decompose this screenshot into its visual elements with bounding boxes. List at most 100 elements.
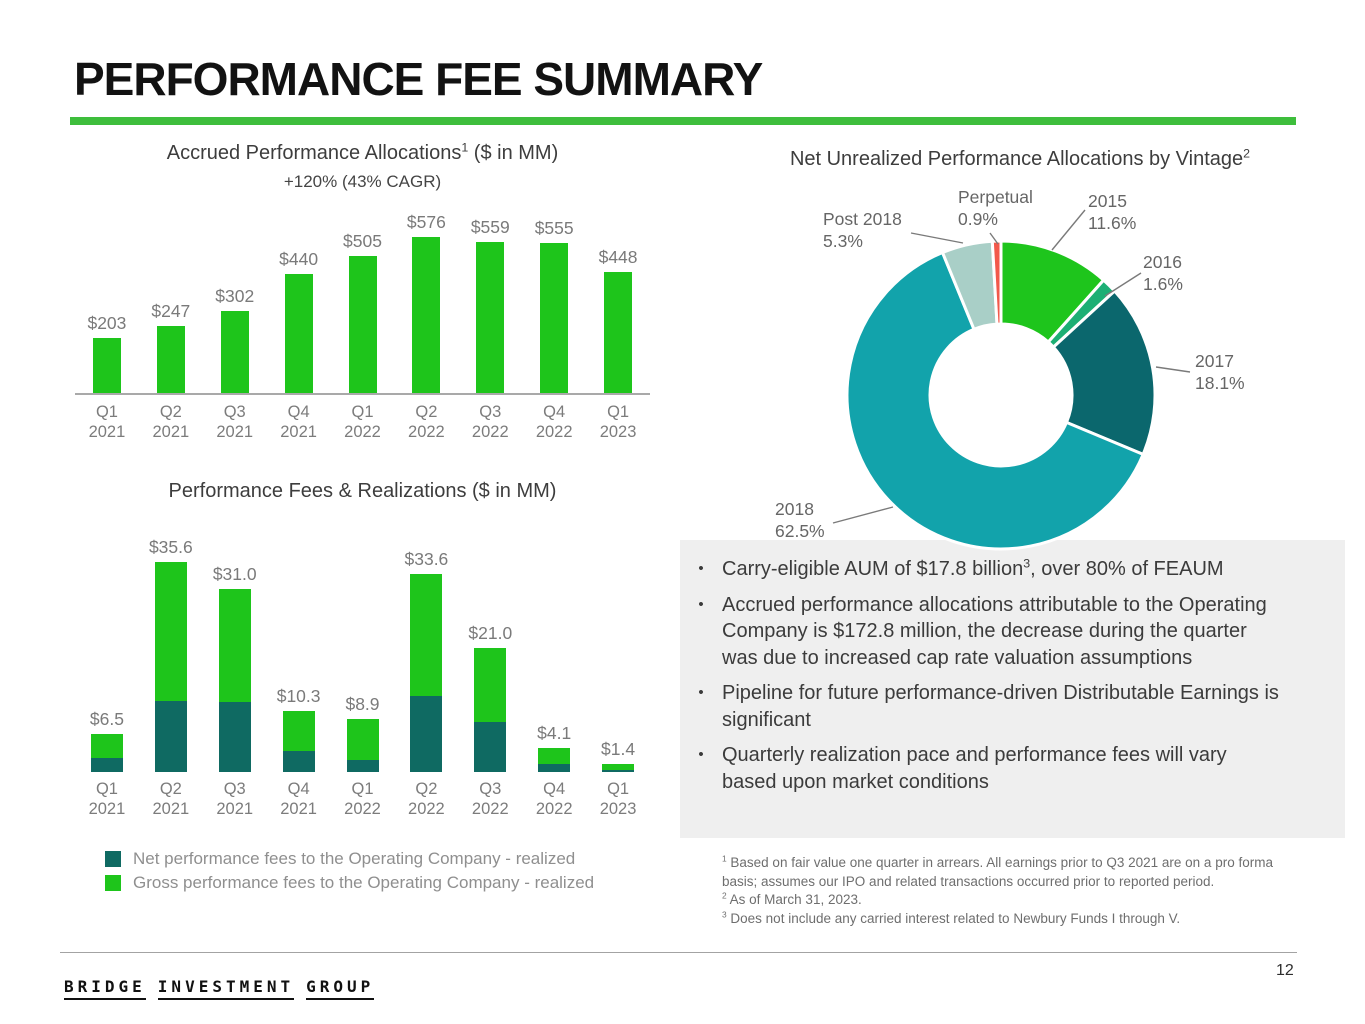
net-segment xyxy=(474,722,507,772)
donut-label-2015: 2015 11.6% xyxy=(1088,190,1136,234)
bar-column: $555 xyxy=(522,218,586,393)
accrued-bar xyxy=(220,311,249,393)
footnotes: 1 Based on fair value one quarter in arr… xyxy=(722,854,1300,928)
donut-label-2016: 2016 1.6% xyxy=(1143,251,1183,295)
category-label: Q3 2021 xyxy=(216,780,254,818)
fees-realizations-chart: Performance Fees & Realizations ($ in MM… xyxy=(75,478,650,897)
net-segment xyxy=(90,758,123,772)
bar-column: $247 xyxy=(139,301,203,393)
net-segment xyxy=(282,751,315,772)
bar-column: $33.6 xyxy=(394,549,458,772)
bar-value-label: $247 xyxy=(151,301,191,321)
bar-column: $35.6 xyxy=(139,537,203,772)
net-segment xyxy=(346,760,379,772)
superscript: 1 xyxy=(722,853,727,864)
key-points-panel xyxy=(680,540,1345,838)
category-label: Q2 2021 xyxy=(152,403,190,441)
bullet-text: Pipeline for future performance-driven D… xyxy=(722,682,1279,731)
category-label: Q3 2021 xyxy=(216,403,254,441)
donut-label-name: Post 2018 xyxy=(823,209,902,229)
donut-label-name: 2016 xyxy=(1143,252,1182,272)
category-label: Q4 2021 xyxy=(280,403,317,441)
accrued-bar xyxy=(412,237,441,393)
accrued-bar xyxy=(92,338,121,393)
bullet-list: • Carry-eligible AUM of $17.8 billion3, o… xyxy=(680,556,1325,804)
accrued-bar xyxy=(348,256,377,393)
gross-segment xyxy=(410,574,443,696)
bar-value-label: $35.6 xyxy=(148,537,193,557)
bar-value-label: $33.6 xyxy=(404,549,449,569)
bar-column: $8.9 xyxy=(331,694,395,772)
net-segment xyxy=(538,764,571,772)
superscript: 3 xyxy=(722,909,727,919)
logo-word: INVESTMENT xyxy=(157,977,295,1000)
bar-column: $302 xyxy=(203,286,267,393)
superscript: 1 xyxy=(461,140,469,155)
bullet-marker: • xyxy=(698,560,704,577)
gross-segment xyxy=(154,562,187,701)
bar-value-label: $4.1 xyxy=(537,723,572,743)
superscript: 2 xyxy=(722,890,727,901)
donut-plot xyxy=(845,239,1157,551)
legend-item: Net performance fees to the Operating Co… xyxy=(105,849,650,869)
accrued-bar xyxy=(284,274,313,393)
category-label: Q2 2022 xyxy=(408,403,445,441)
bar-value-label: $1.4 xyxy=(601,739,636,759)
donut-label-perpetual: Perpetual 0.9% xyxy=(958,186,1033,230)
category-label: Q2 2022 xyxy=(408,780,445,818)
category-label: Q1 2022 xyxy=(344,780,381,818)
bar-value-label: $440 xyxy=(279,249,319,269)
donut-label-2018: 2018 62.5% xyxy=(775,498,825,542)
bar-value-label: $505 xyxy=(343,231,382,251)
category-label: Q3 2022 xyxy=(471,780,509,818)
donut-label-post-2018: Post 2018 5.3% xyxy=(823,208,902,252)
gross-segment xyxy=(474,648,507,722)
bullet-item: • Pipeline for future performance-driven … xyxy=(680,680,1325,733)
bar-column: $10.3 xyxy=(267,686,331,772)
bar-value-label: $8.9 xyxy=(345,694,380,714)
gross-segment xyxy=(602,764,635,770)
chart-subtitle: +120% (43% CAGR) xyxy=(283,172,442,191)
bar-value-label: $203 xyxy=(87,313,127,333)
x-axis-labels: Q1 2021 Q2 2021 Q3 2021 Q4 2021 Q1 2022 Q2 2022 Q3 20… xyxy=(75,402,650,442)
bar-value-label: $6.5 xyxy=(89,709,124,729)
donut-slice-2017 xyxy=(1051,288,1157,457)
donut-label-pct: 62.5% xyxy=(775,521,825,541)
x-axis-labels: Q1 2021 Q2 2021 Q3 2021 Q4 2021 Q1 2022 Q2 2022 Q3 20… xyxy=(75,779,650,819)
legend-label: Net performance fees to the Operating Co… xyxy=(133,849,576,868)
bar-column: $31.0 xyxy=(203,564,267,772)
superscript: 3 xyxy=(1023,556,1031,571)
donut-label-name: Perpetual xyxy=(958,187,1033,207)
accrued-allocations-chart: Accrued Performance Allocations1 ($ in M… xyxy=(75,140,650,442)
gross-segment xyxy=(346,719,379,760)
bullet-item: • Accrued performance allocations attribu… xyxy=(680,592,1325,672)
bar-column: $440 xyxy=(267,249,331,393)
bullet-text: Quarterly realization pace and performan… xyxy=(722,744,1227,793)
legend-label: Gross performance fees to the Operating … xyxy=(133,873,595,892)
category-label: Q4 2022 xyxy=(535,403,573,441)
gross-segment xyxy=(282,711,315,751)
footnote-item: 1 Based on fair value one quarter in arr… xyxy=(722,853,1273,889)
bar-column: $505 xyxy=(331,231,395,393)
title-underline xyxy=(70,117,1296,125)
page-number: 12 xyxy=(1276,962,1294,979)
bar-value-label: $448 xyxy=(598,247,638,267)
chart-title: Accrued Performance Allocations1 ($ in M… xyxy=(166,140,559,164)
superscript: 2 xyxy=(1243,146,1251,161)
accrued-bar xyxy=(604,272,633,393)
bar-value-label: $10.3 xyxy=(276,686,321,706)
bar-column: $559 xyxy=(458,217,522,393)
stacked-bar-plot-area: $6.5 $35.6 $31.0 $10.3 $8.9 $33.6 $21.0 $4.1 $1.… xyxy=(75,526,650,772)
category-label: Q3 2022 xyxy=(471,403,509,441)
bar-column: $203 xyxy=(75,313,139,393)
legend-swatch xyxy=(105,851,121,867)
bar-column: $576 xyxy=(394,212,458,393)
page-title: PERFORMANCE FEE SUMMARY xyxy=(74,53,763,105)
bar-value-label: $21.0 xyxy=(468,623,513,643)
gross-segment xyxy=(218,589,251,702)
bar-value-label: $31.0 xyxy=(212,564,257,584)
brand-logo: BRIDGE INVESTMENT GROUP xyxy=(64,977,386,1000)
footer-rule xyxy=(60,952,1297,953)
gross-segment xyxy=(90,734,123,758)
vintage-donut-chart: Net Unrealized Performance Allocations b… xyxy=(680,140,1360,580)
